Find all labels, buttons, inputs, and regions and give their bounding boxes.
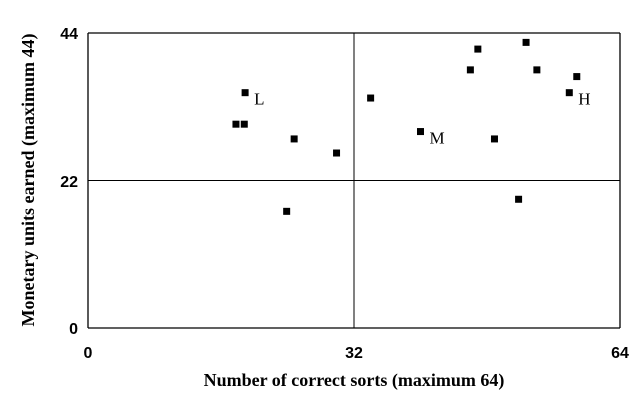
- data-point-11: [490, 135, 498, 143]
- data-point-7: [367, 94, 375, 102]
- x-tick-label: 64: [611, 345, 629, 362]
- y-tick-label: 22: [60, 174, 78, 191]
- y-tick-label: 0: [69, 321, 78, 338]
- x-tick-label: 0: [84, 345, 93, 362]
- y-tick-label: 44: [60, 26, 78, 43]
- x-axis-title: Number of correct sorts (maximum 64): [204, 370, 505, 391]
- data-point-1: [232, 120, 240, 128]
- data-point-12: [515, 195, 523, 203]
- point-label-h: H: [578, 90, 590, 109]
- x-axis-ticks: 0 32 64: [84, 345, 629, 362]
- y-axis-ticks: 0 22 44: [60, 26, 78, 338]
- data-point-4: [283, 207, 291, 215]
- data-point-10: [474, 45, 482, 53]
- data-point-9: [466, 66, 474, 74]
- reference-lines: [88, 33, 620, 328]
- data-point-6: [333, 149, 341, 157]
- point-label-m: M: [430, 129, 445, 148]
- x-tick-label: 32: [345, 345, 363, 362]
- data-point-15: [565, 89, 573, 97]
- data-point-16: [573, 73, 581, 81]
- data-point-14: [533, 66, 541, 74]
- data-point-13: [522, 38, 530, 46]
- data-point-2: [240, 120, 248, 128]
- data-points: [232, 38, 581, 215]
- point-annotations: L M H: [254, 90, 590, 148]
- y-axis-title: Monetary units earned (maximum 44): [18, 34, 39, 327]
- data-point-5: [290, 135, 298, 143]
- data-point-8: [417, 128, 424, 136]
- point-label-l: L: [254, 90, 264, 109]
- data-point-3: [241, 89, 249, 97]
